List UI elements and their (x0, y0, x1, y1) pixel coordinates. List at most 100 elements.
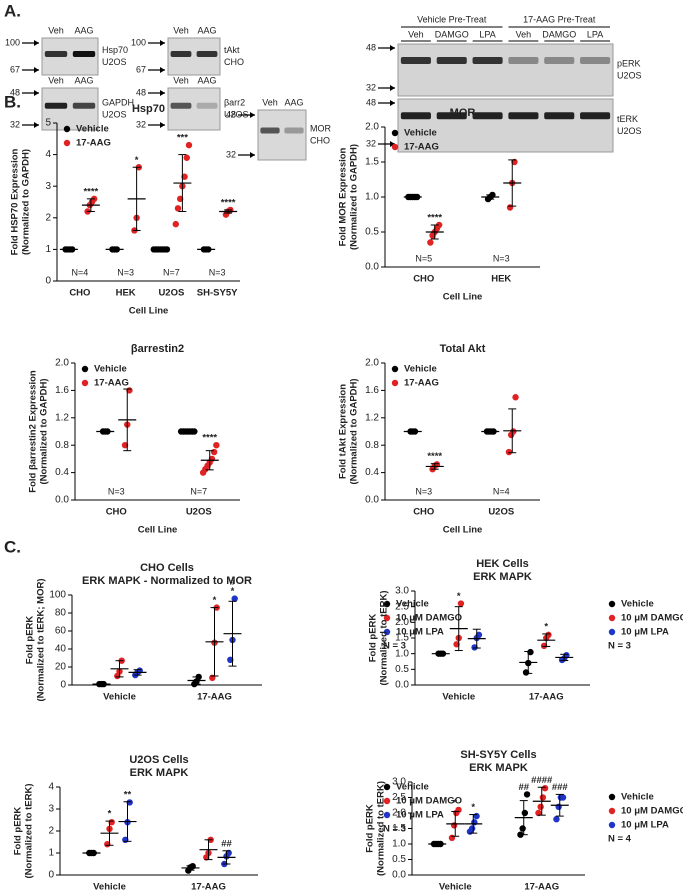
arrow-head (34, 40, 39, 46)
mw-marker: 48 (136, 87, 146, 97)
y-axis-title: Fold pERK (13, 807, 24, 856)
n-label: N=4 (71, 267, 88, 277)
legend-label: Vehicle (621, 792, 654, 803)
y-tick-label: 1.0 (365, 192, 379, 203)
blot-band (400, 57, 431, 64)
blot-label: Hsp70 (102, 45, 128, 55)
mw-marker: 32 (366, 82, 376, 92)
significance: *** (177, 133, 188, 144)
lane-label: Veh (48, 25, 64, 35)
y-tick-label: 1.0 (392, 839, 406, 850)
mw-marker: 48 (226, 109, 236, 119)
legend-label: Vehicle (621, 599, 654, 610)
chart-title: Hsp70 (132, 103, 165, 115)
y-tick-label: 2.0 (395, 617, 409, 628)
x-tick-label: 17-AAG (191, 882, 226, 890)
significance: # (230, 577, 236, 588)
y-tick-label: 0.0 (392, 870, 406, 881)
significance: #### (531, 775, 553, 786)
legend-marker (608, 821, 616, 829)
data-point (473, 812, 480, 820)
chart-title: Total Akt (440, 343, 486, 355)
legend-marker (383, 783, 391, 791)
legend-label: 17-AAG (94, 378, 129, 389)
arrow-head (160, 90, 165, 96)
y-tick-label: 1.0 (395, 648, 409, 659)
lane-label: DAMGO (542, 29, 576, 39)
blot-image (397, 98, 614, 153)
n-label: N=5 (415, 253, 432, 263)
y-tick-label: 0.5 (392, 854, 406, 865)
data-point (457, 600, 465, 607)
blot-label: CHO (224, 57, 244, 67)
n-label: N = 3 (608, 641, 631, 652)
n-label: N=3 (493, 253, 510, 263)
blot-band (436, 112, 467, 120)
blot-band (196, 102, 218, 109)
legend-marker (383, 797, 391, 805)
x-tick-label: HEK (491, 274, 511, 285)
y-axis-title: (Normalized to tERK) (24, 784, 35, 879)
lane-label: Veh (48, 75, 64, 85)
x-axis-title: Cell Line (138, 525, 178, 536)
x-tick-label: 17-AAG (524, 882, 559, 890)
y-axis-title: Fold HSP70 Expression (10, 148, 21, 255)
y-tick-label: 3.0 (395, 586, 409, 597)
data-point (519, 825, 526, 832)
blot-label: tERK (617, 114, 638, 124)
data-point (468, 825, 476, 832)
data-point (174, 205, 182, 212)
data-point (227, 656, 234, 663)
mw-marker: 67 (136, 64, 146, 74)
n-label: N=3 (117, 267, 134, 277)
n-label: N = 3 (383, 641, 406, 652)
data-point (527, 648, 534, 656)
data-point (475, 631, 483, 639)
y-tick-label: 4 (45, 149, 51, 160)
chart-title: ERK MAPK - Normalized to MOR (82, 575, 252, 587)
legend-marker (63, 139, 71, 147)
y-tick-label: 0 (60, 680, 66, 691)
y-tick-label: 1.6 (365, 385, 379, 396)
arrow-head (250, 152, 255, 158)
legend-marker (608, 807, 616, 815)
y-tick-label: 100 (49, 590, 66, 601)
data-point (213, 442, 220, 449)
n-label: N=3 (415, 486, 432, 496)
blot-label: tAkt (224, 45, 240, 55)
arrow-head (390, 100, 395, 106)
blot-label: U2OS (102, 109, 127, 119)
chart-title: HEK Cells (476, 558, 529, 570)
legend-marker (391, 365, 399, 373)
lane-label: Veh (408, 29, 424, 39)
y-tick-label: 0 (45, 276, 51, 287)
y-tick-label: 0.0 (55, 495, 69, 506)
significance: **** (202, 433, 217, 444)
x-tick-label: CHO (413, 274, 434, 285)
lane-label: AAG (197, 25, 216, 35)
y-tick-label: 2 (48, 826, 54, 837)
n-label: N=3 (108, 486, 125, 496)
mw-marker: 67 (10, 64, 20, 74)
legend-marker (608, 600, 616, 608)
data-point (172, 220, 179, 228)
significance: **** (83, 186, 98, 197)
arrow-head (34, 67, 39, 73)
n-label: N = 4 (608, 834, 632, 845)
lane-label: AAG (284, 97, 303, 107)
x-tick-label: HEK (116, 288, 136, 299)
y-axis-title: (Normalized to GAPDH) (21, 149, 32, 255)
data-point (471, 644, 478, 651)
legend-marker (391, 129, 399, 137)
legend-label: 10 μM DAMGO (396, 796, 462, 807)
data-point (541, 785, 549, 792)
legend-label: 17-AAG (404, 378, 439, 389)
y-axis-title: (Normalized to tERK) (379, 591, 390, 686)
data-point (450, 822, 458, 829)
legend-label: 10 μM LPA (396, 810, 444, 821)
significance: * (213, 595, 217, 606)
x-tick-label: U2OS (158, 288, 184, 299)
y-tick-label: 1.6 (55, 385, 69, 396)
legend-marker (81, 379, 89, 387)
